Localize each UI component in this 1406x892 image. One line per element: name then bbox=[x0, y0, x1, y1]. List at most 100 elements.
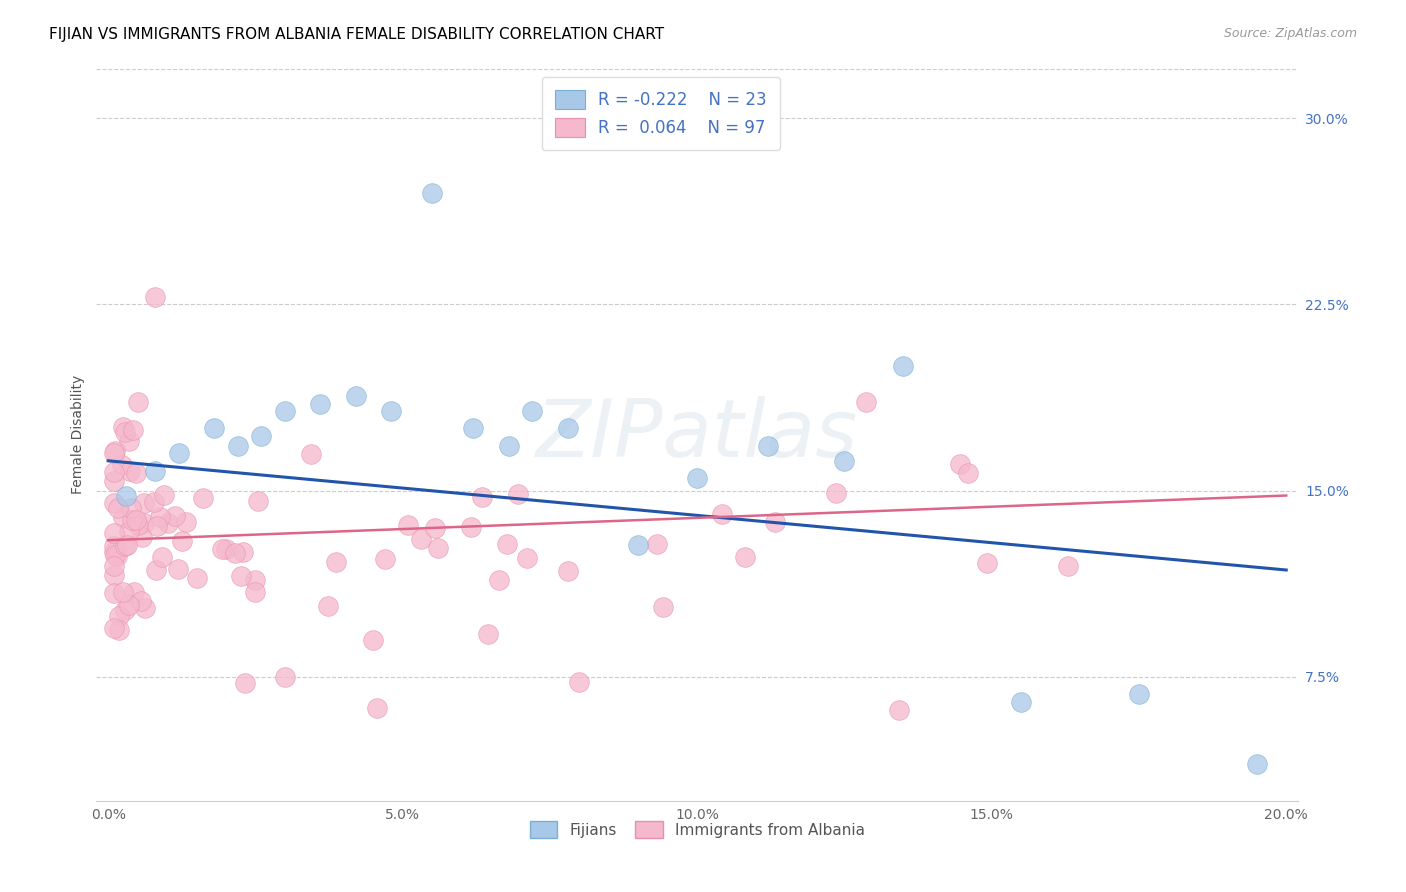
Point bbox=[114, 425, 136, 439]
Point bbox=[103, 496, 125, 510]
Y-axis label: Female Disability: Female Disability bbox=[72, 375, 86, 494]
Point bbox=[765, 515, 787, 529]
Point bbox=[202, 421, 225, 435]
Point bbox=[245, 574, 267, 588]
Point bbox=[121, 423, 143, 437]
Point bbox=[834, 454, 856, 468]
Point bbox=[976, 557, 998, 571]
Point bbox=[186, 571, 208, 585]
Point bbox=[211, 541, 233, 556]
Point bbox=[143, 464, 166, 478]
Point bbox=[103, 446, 125, 460]
Point bbox=[245, 585, 267, 599]
Point bbox=[426, 541, 449, 556]
Point bbox=[111, 584, 134, 599]
Point bbox=[125, 467, 148, 481]
Point bbox=[114, 489, 136, 503]
Point bbox=[107, 501, 129, 516]
Point bbox=[107, 541, 129, 556]
Point bbox=[215, 541, 238, 556]
Point bbox=[645, 537, 668, 551]
Point bbox=[156, 516, 179, 530]
Point bbox=[115, 538, 138, 552]
Point bbox=[120, 464, 142, 478]
Point bbox=[380, 404, 402, 418]
Point bbox=[652, 600, 675, 615]
Point bbox=[103, 474, 125, 488]
Point bbox=[309, 397, 332, 411]
Point bbox=[152, 550, 174, 565]
Point bbox=[299, 447, 322, 461]
Point bbox=[103, 585, 125, 599]
Point bbox=[756, 439, 779, 453]
Point bbox=[686, 471, 709, 485]
Point bbox=[112, 420, 135, 434]
Point bbox=[316, 599, 339, 613]
Point bbox=[191, 491, 214, 505]
Point bbox=[361, 632, 384, 647]
Point bbox=[120, 500, 142, 515]
Point bbox=[122, 585, 145, 599]
Text: Source: ZipAtlas.com: Source: ZipAtlas.com bbox=[1223, 27, 1357, 40]
Point bbox=[117, 599, 139, 613]
Point bbox=[103, 545, 125, 559]
Point bbox=[105, 549, 128, 564]
Point bbox=[224, 545, 246, 559]
Point bbox=[103, 621, 125, 635]
Point bbox=[891, 359, 914, 374]
Point bbox=[568, 674, 591, 689]
Point bbox=[233, 676, 256, 690]
Point bbox=[111, 509, 134, 524]
Point bbox=[246, 493, 269, 508]
Text: FIJIAN VS IMMIGRANTS FROM ALBANIA FEMALE DISABILITY CORRELATION CHART: FIJIAN VS IMMIGRANTS FROM ALBANIA FEMALE… bbox=[49, 27, 665, 42]
Point bbox=[734, 550, 756, 565]
Point bbox=[174, 515, 197, 529]
Point bbox=[627, 538, 650, 552]
Point bbox=[425, 521, 447, 535]
Point bbox=[409, 533, 432, 547]
Point bbox=[103, 539, 125, 553]
Point bbox=[471, 490, 494, 504]
Point bbox=[149, 509, 172, 524]
Point bbox=[167, 446, 190, 460]
Point bbox=[114, 539, 136, 553]
Point bbox=[496, 537, 519, 551]
Point bbox=[949, 458, 972, 472]
Point bbox=[1128, 687, 1150, 701]
Point bbox=[325, 555, 347, 569]
Point bbox=[103, 568, 125, 582]
Point bbox=[153, 488, 176, 502]
Point bbox=[274, 670, 297, 684]
Point bbox=[145, 563, 167, 577]
Point bbox=[250, 429, 273, 443]
Point bbox=[232, 545, 254, 559]
Point bbox=[710, 507, 733, 521]
Point bbox=[229, 569, 252, 583]
Point bbox=[516, 550, 538, 565]
Point bbox=[143, 495, 166, 509]
Point bbox=[1010, 695, 1032, 709]
Point bbox=[114, 603, 136, 617]
Point bbox=[825, 486, 848, 500]
Point bbox=[145, 519, 167, 533]
Point bbox=[131, 530, 153, 544]
Point bbox=[127, 517, 149, 532]
Point bbox=[557, 421, 579, 435]
Point bbox=[226, 439, 249, 453]
Point bbox=[522, 404, 544, 418]
Point bbox=[887, 703, 910, 717]
Point bbox=[956, 466, 979, 480]
Point bbox=[118, 524, 141, 538]
Point bbox=[127, 394, 149, 409]
Point bbox=[463, 421, 485, 435]
Point bbox=[420, 186, 443, 200]
Point bbox=[143, 290, 166, 304]
Point bbox=[488, 574, 510, 588]
Point bbox=[172, 534, 194, 549]
Point bbox=[274, 404, 297, 418]
Point bbox=[855, 394, 877, 409]
Point bbox=[121, 513, 143, 527]
Point bbox=[166, 562, 188, 576]
Point bbox=[374, 551, 396, 566]
Point bbox=[132, 516, 155, 531]
